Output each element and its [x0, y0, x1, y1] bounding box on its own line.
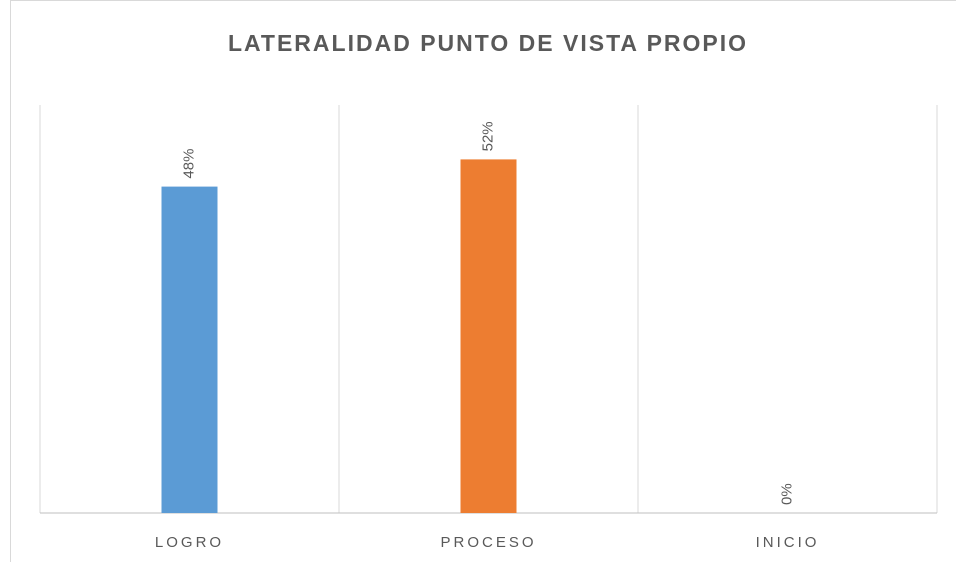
value-label: 0% [778, 483, 795, 505]
x-tick-label: INICIO [756, 534, 820, 551]
x-tick-label: LOGRO [155, 534, 224, 551]
bar [460, 159, 517, 513]
x-tick-label: PROCESO [440, 534, 536, 551]
value-label: 52% [479, 121, 496, 151]
chart-title: LATERALIDAD PUNTO DE VISTA PROPIO [228, 30, 748, 56]
bar [161, 186, 218, 513]
value-label: 48% [180, 149, 197, 179]
